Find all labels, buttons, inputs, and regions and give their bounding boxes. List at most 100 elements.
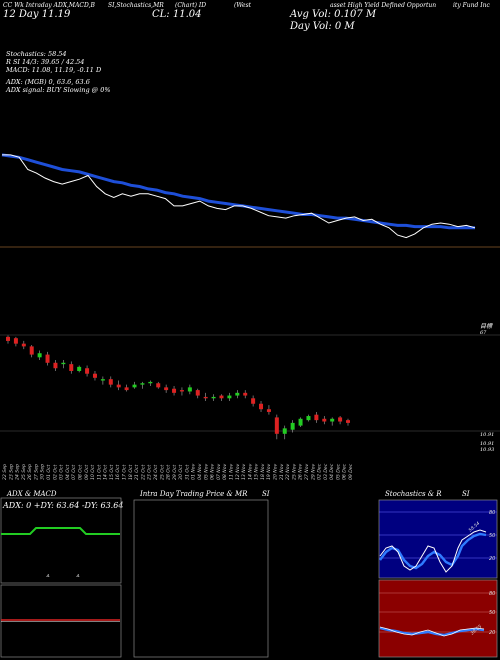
- x-axis-tick-label: 27 Sep: [34, 464, 40, 480]
- fund-name-c: ity Fund Inc: [453, 2, 490, 9]
- low-label-c: 10.93: [480, 447, 495, 453]
- macd-panel-frame: [0, 584, 122, 658]
- x-axis-tick-label: 26 Nov: [298, 463, 304, 480]
- intraday-panel-title: Intra Day Trading Price & MR: [140, 490, 248, 498]
- candle-body: [6, 336, 10, 341]
- x-axis-tick-label: 11 Nov: [229, 463, 235, 480]
- stoch-tick-50: 50: [489, 533, 495, 539]
- candle-body: [61, 362, 66, 365]
- candle-body: [45, 354, 50, 363]
- x-axis-tick-label: 06 Dec: [342, 463, 348, 480]
- candle-body: [259, 403, 264, 410]
- x-axis-tick-label: 16 Oct: [115, 465, 121, 480]
- x-axis-tick-label: 30 Oct: [178, 465, 184, 480]
- header-left-bottom: 12 Day 11.19: [3, 9, 71, 20]
- x-axis-tick-label: 22 Nov: [285, 463, 291, 480]
- candle-body: [53, 362, 58, 369]
- candle-body: [187, 387, 192, 392]
- candle-body: [69, 364, 74, 371]
- x-axis-tick-label: 07 Oct: [71, 465, 77, 480]
- candle-body: [77, 366, 82, 371]
- candle-body: [132, 384, 137, 388]
- candle-body: [21, 343, 26, 347]
- x-axis-tick-label: 02 Oct: [52, 465, 58, 480]
- rsi-panel-frame: [378, 579, 498, 658]
- candle-body: [148, 381, 153, 384]
- x-axis-tick-label: 15 Oct: [109, 465, 115, 480]
- close-price: CL: 11.04: [152, 9, 202, 20]
- candle-body: [179, 390, 184, 392]
- candle-body: [211, 396, 216, 399]
- candle-body: [219, 395, 224, 399]
- adx-panel-values: ADX: 0 +DY: 63.64 -DY: 63.64: [3, 501, 124, 510]
- x-axis-tick-label: 04 Nov: [197, 463, 203, 480]
- day-volume: Day Vol: 0 M: [290, 21, 355, 32]
- x-axis-tick-label: 23 Sep: [8, 464, 14, 480]
- x-axis-tick-label: 29 Oct: [172, 465, 178, 480]
- x-axis-tick-label: 01 Oct: [46, 465, 52, 480]
- stoch-si-title: SI: [462, 490, 470, 498]
- candle-body: [290, 422, 295, 430]
- header-left-top: CC Wk Intraday ADX,MACD,B: [3, 2, 95, 9]
- x-axis-tick-label: 20 Nov: [273, 463, 279, 480]
- candle-body: [203, 396, 208, 399]
- candle-body: [37, 353, 42, 358]
- candle-body: [124, 387, 129, 391]
- x-axis-tick-label: 01 Nov: [191, 463, 197, 480]
- candle-body: [156, 383, 161, 388]
- x-axis-tick-label: 02 Dec: [317, 463, 323, 480]
- x-axis-tick-label: 04 Dec: [329, 463, 335, 480]
- adx-panel-title: ADX & MACD: [7, 490, 57, 498]
- rsi-tick-20: 20: [489, 630, 495, 636]
- chart-title: (Chart) ID: [175, 2, 207, 9]
- candle-body: [227, 395, 232, 399]
- candle-body: [266, 409, 271, 412]
- x-axis-tick-label: 05 Dec: [335, 463, 341, 480]
- candle-body: [274, 417, 279, 434]
- candle-body: [172, 388, 177, 393]
- candle-body: [108, 379, 113, 385]
- avg-volume: Avg Vol: 0.107 M: [290, 9, 377, 20]
- candle-body: [92, 373, 97, 378]
- candle-body: [298, 418, 303, 426]
- adx-readout: ADX: (MGB) 0, 63.6, 63.6: [6, 78, 90, 86]
- x-axis-tick-label: 10 Oct: [90, 465, 96, 480]
- x-axis-tick-label: 31 Oct: [184, 465, 190, 480]
- adx-marker-a: ⩓: [46, 572, 50, 579]
- adx-panel-frame: [0, 497, 122, 584]
- x-axis-tick-label: 03 Oct: [59, 465, 65, 480]
- candle-body: [29, 346, 34, 355]
- candle-body: [243, 392, 248, 396]
- low-label-b: 10.91: [480, 441, 495, 447]
- fund-name-b: asset High Yield Defined Opportun: [330, 2, 437, 9]
- adx-signal-readout: ADX signal: BUY Slowing @ 0%: [6, 86, 111, 94]
- low-label-a: 10.91: [480, 432, 495, 438]
- candle-body: [164, 387, 169, 391]
- x-axis-tick-label: 30 Sep: [40, 464, 46, 480]
- candle-body: [306, 416, 311, 421]
- x-axis-tick-label: 11 Oct: [96, 465, 102, 480]
- stoch-tick-80: 80: [489, 510, 495, 516]
- stoch-k-line: [379, 529, 487, 573]
- x-axis-tick-label: 18 Nov: [260, 463, 266, 480]
- candle-body: [13, 338, 18, 344]
- x-axis-tick-label: 25 Nov: [291, 463, 297, 480]
- x-axis-tick-label: 26 Sep: [27, 464, 33, 480]
- fund-name-a: (West: [234, 2, 252, 9]
- x-axis-tick-label: 08 Nov: [222, 463, 228, 480]
- candle-body: [116, 384, 121, 388]
- x-axis-tick-label: 05 Nov: [203, 463, 209, 480]
- x-axis-tick-label: 18 Oct: [128, 465, 134, 480]
- x-axis-tick-label: 09 Oct: [84, 465, 90, 480]
- candle-body: [85, 368, 90, 374]
- candle-body: [195, 390, 200, 396]
- x-axis-tick-label: 24 Oct: [153, 465, 159, 480]
- rsi-tick-50: 50: [489, 610, 495, 616]
- x-axis-tick-label: 19 Nov: [266, 463, 272, 480]
- rsi-signal-line: [379, 626, 485, 637]
- x-axis-tick-label: 27 Nov: [304, 463, 310, 480]
- x-axis-tick-label: 08 Oct: [78, 465, 84, 480]
- x-axis-tick-label: 04 Oct: [65, 465, 71, 480]
- stoch-panel-frame: [378, 499, 498, 579]
